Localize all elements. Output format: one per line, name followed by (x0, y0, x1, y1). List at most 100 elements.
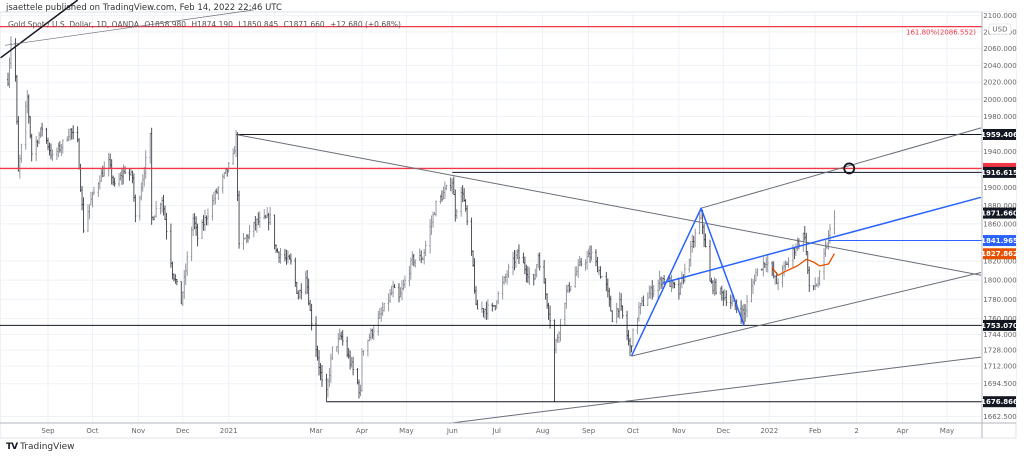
price-box-1753-text: 1753.070 (981, 322, 1018, 330)
price-box-1841 (983, 235, 1016, 247)
ohlc-bar (808, 266, 811, 292)
ohlc-bar (528, 267, 531, 286)
ohlc-bar (694, 228, 697, 248)
ohlc-bar (580, 258, 583, 267)
ohlc-bar (186, 251, 189, 276)
trend-line-gray (449, 356, 982, 424)
ohlc-bar (362, 350, 365, 356)
ohlc-bar (424, 240, 427, 257)
ohlc-bar (393, 284, 396, 289)
brand-name: TradingView (20, 442, 75, 452)
price-box-last-text: 1871.660 (981, 210, 1018, 218)
price-box-1827-text: 1827.862 (981, 250, 1018, 258)
ohlc-bar (631, 328, 634, 347)
symbol-name[interactable]: Gold Spot / U.S. Dollar, 1D, OANDA (8, 20, 139, 29)
price-tick-label: 1728.000 (983, 347, 1016, 355)
chart-frame (0, 11, 1017, 439)
circle-marker (843, 162, 856, 175)
trend-line-gray (700, 127, 982, 209)
ohlc-bar (797, 238, 800, 250)
time-tick-label: Jun (446, 427, 458, 435)
ohlc-bar (590, 245, 593, 261)
price-box-1916 (983, 166, 1016, 178)
trend-line-gray (236, 134, 982, 276)
ohlc-bar (517, 244, 520, 265)
ohlc-bar (683, 263, 686, 283)
ohlc-bar (82, 197, 85, 233)
price-labels: 1959.406 1916.615 1871.660 1841.965 1827.862… (981, 128, 1018, 408)
ohlc-bar (414, 259, 417, 268)
time-tick-label: Nov (672, 427, 686, 435)
price-tick-label: 1760.000 (983, 315, 1016, 323)
ohlc-bar (673, 282, 676, 289)
high-value: H1874.190 (191, 20, 233, 29)
ohlc-bar (20, 143, 23, 163)
tradingview-brand[interactable]: TV TradingView (6, 442, 75, 452)
ohlc-bar (134, 194, 137, 223)
price-bars (7, 36, 836, 402)
ohlc-bar (341, 330, 344, 346)
price-tick-label: 1744.000 (983, 331, 1016, 339)
time-tick-label: 2 (854, 427, 858, 435)
ohlc-bar (113, 177, 116, 187)
low-value: L1850.845 (238, 20, 279, 29)
time-tick-label: Apr (896, 427, 908, 435)
time-tick-label: Aug (536, 427, 550, 435)
ohlc-bar (155, 200, 158, 218)
price-tick-label: 2000.000 (983, 96, 1016, 104)
time-tick-label: 2021 (220, 427, 238, 435)
time-tick-label: 2022 (760, 427, 778, 435)
ohlc-bar (92, 186, 95, 196)
time-tick-label: Dec (717, 427, 731, 435)
trend-line-black (0, 0, 79, 59)
time-tick-label: Oct (627, 427, 639, 435)
price-tick-label: 2020.000 (983, 79, 1016, 87)
ohlc-bar (9, 36, 12, 69)
ohlc-bar (704, 233, 707, 248)
ohlc-bar (403, 275, 406, 289)
ohlc-bar (352, 356, 355, 376)
currency-button[interactable] (988, 23, 1012, 35)
price-tick-label: 1860.000 (983, 220, 1016, 228)
ohlc-bar (206, 208, 209, 226)
price-box-1959-text: 1959.406 (981, 131, 1018, 139)
drawings: 161.80%(2086.552) (0, 0, 982, 424)
price-box-last (983, 207, 1016, 219)
price-tick-label: 1712.000 (983, 363, 1016, 371)
ohlc-bar (777, 278, 780, 291)
time-tick-label: Oct (86, 427, 98, 435)
close-value: C1871.660 (283, 20, 325, 29)
price-tick-label: 1662.500 (983, 413, 1016, 421)
price-box-1841-text: 1841.965 (981, 237, 1018, 245)
open-value: O1858.980 (144, 20, 187, 29)
trend-line-blue (662, 196, 982, 284)
fib-extension-label: 161.80%(2086.552) (906, 29, 976, 37)
tradingview-logo-icon: TV (6, 442, 18, 452)
ohlc-bar (559, 319, 562, 342)
ohlc-bar (72, 125, 75, 140)
ohlc-bar (486, 299, 489, 320)
ohlc-bar (476, 299, 479, 310)
price-tick-label: 2060.000 (983, 45, 1016, 53)
ohlc-bar (756, 268, 759, 277)
time-tick-label: Dec (176, 427, 190, 435)
ohlc-bar (621, 305, 624, 319)
ohlc-bar (331, 346, 334, 361)
price-tick-label: 1880.000 (983, 202, 1016, 210)
price-box-1916-text: 1916.615 (981, 169, 1018, 177)
price-tick-label: 1980.000 (983, 113, 1016, 121)
ohlc-bar (279, 247, 282, 264)
ohlc-bar (310, 303, 313, 331)
price-tick-label: 1800.000 (983, 277, 1016, 285)
price-box-1827 (983, 248, 1016, 260)
ohlc-bar (538, 252, 541, 271)
trend-line-gray (5, 9, 254, 46)
ohlc-bar (642, 295, 645, 307)
ohlc-bar (30, 133, 33, 162)
ohlc-bar (600, 275, 603, 278)
ohlc-bar (818, 270, 821, 286)
price-tick-label: 1900.000 (983, 184, 1016, 192)
time-tick-label: Jul (492, 427, 502, 435)
ohlc-bar (714, 278, 717, 295)
